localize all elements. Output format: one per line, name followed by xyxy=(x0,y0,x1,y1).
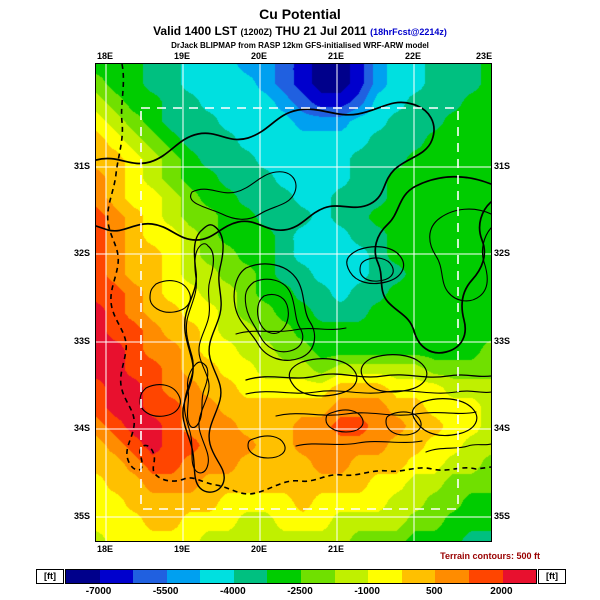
terrain-contour-path xyxy=(247,435,286,459)
axis-label: 20E xyxy=(250,51,268,61)
colorbar-tick-label: -2500 xyxy=(287,586,313,597)
map-overlay xyxy=(96,64,491,541)
axis-label: 23E xyxy=(476,51,493,61)
colorbar-tick-label: -7000 xyxy=(85,586,112,597)
latlon-grid xyxy=(96,64,491,541)
axis-label: 32S xyxy=(494,247,511,258)
colorbar-tick-label: 500 xyxy=(425,586,443,597)
axis-label: 19E xyxy=(174,544,191,554)
axis-label: 22E xyxy=(404,51,422,61)
colorbar-segment xyxy=(66,570,100,583)
colorbar-segment xyxy=(267,570,302,583)
terrain-contour-path xyxy=(233,263,316,361)
terrain-contour-path xyxy=(149,280,191,313)
colorbar-segment xyxy=(401,570,436,583)
terrain-contour-path xyxy=(288,358,358,397)
colorbar-segment xyxy=(200,570,234,583)
colorbar-tick-label: -4000 xyxy=(220,586,246,597)
axis-label: 34S xyxy=(494,423,511,433)
terrain-contour-path xyxy=(257,293,289,334)
axis-label: 34S xyxy=(73,423,90,433)
terrain-contour-path xyxy=(139,384,181,417)
colorbar-tick-label: -5500 xyxy=(152,586,179,597)
valid-ztime: (1200Z) xyxy=(240,27,272,37)
terrain-contour-path xyxy=(275,411,477,417)
axis-label: 19E xyxy=(174,51,191,61)
terrain-contour-path xyxy=(189,171,297,220)
colorbar-segment xyxy=(334,570,369,583)
terrain-contour-path xyxy=(244,278,304,353)
colorbar-segment xyxy=(301,570,335,583)
terrain-contour-path xyxy=(96,101,435,241)
terrain-contours xyxy=(96,101,491,493)
colorbar-segment xyxy=(468,570,503,583)
terrain-contour-path xyxy=(346,246,405,285)
terrain-contour-path xyxy=(235,327,347,335)
colorbar-unit-left: [ft] xyxy=(36,569,64,584)
axis-label: 33S xyxy=(73,335,90,346)
terrain-contour-path xyxy=(245,390,491,395)
page-title: Cu Potential xyxy=(259,6,341,22)
valid-date: THU 21 Jul 2011 xyxy=(275,24,367,38)
inner-domain-box xyxy=(140,107,459,510)
terrain-contour-path xyxy=(183,243,215,474)
axis-label: 21E xyxy=(327,544,344,554)
terrain-contour-path xyxy=(374,175,491,354)
colorbar-segment xyxy=(502,570,537,583)
colorbar-segment xyxy=(133,570,167,583)
colorbar-tick-label: 2000 xyxy=(490,586,513,597)
colorbar-segment xyxy=(368,570,402,583)
terrain-contour-path xyxy=(245,373,491,381)
colorbar xyxy=(65,569,537,584)
map-panel xyxy=(95,63,492,542)
colorbar-segment xyxy=(166,570,201,583)
axis-label: 21E xyxy=(327,51,344,61)
colorbar-segment xyxy=(99,570,134,583)
terrain-contour-path xyxy=(295,440,423,447)
terrain-contour-path xyxy=(429,208,491,302)
colorbar-segment xyxy=(435,570,469,583)
terrain-note: Terrain contours: 500 ft xyxy=(440,551,540,561)
axis-label: 33S xyxy=(494,335,511,346)
terrain-contour-path xyxy=(411,398,478,437)
valid-time: Valid 1400 LST xyxy=(153,24,238,38)
forecast-tag: (18hrFcst@2214z) xyxy=(370,27,447,37)
terrain-contour-path xyxy=(360,354,428,393)
valid-line: Valid 1400 LST (1200Z) THU 21 Jul 2011 (… xyxy=(0,24,600,38)
axis-label: 18E xyxy=(96,544,113,554)
coastline-path xyxy=(106,64,491,495)
axis-label: 31S xyxy=(494,160,511,171)
axis-label: 35S xyxy=(73,511,90,521)
colorbar-segment xyxy=(233,570,268,583)
terrain-contour-path xyxy=(182,224,225,493)
terrain-contour-path xyxy=(425,443,491,453)
colorbar-unit-right: [ft] xyxy=(538,569,566,584)
axis-label: 31S xyxy=(73,160,90,171)
model-line: DrJack BLIPMAP from RASP 12km GFS-initia… xyxy=(171,41,429,50)
axis-label: 32S xyxy=(73,247,90,258)
axis-label: 35S xyxy=(494,511,511,521)
terrain-contour-path xyxy=(186,361,209,429)
axis-label: 18E xyxy=(96,51,113,61)
axis-label: 20E xyxy=(250,544,268,554)
terrain-contour-path xyxy=(359,257,394,282)
colorbar-tick-label: -1000 xyxy=(354,586,380,597)
